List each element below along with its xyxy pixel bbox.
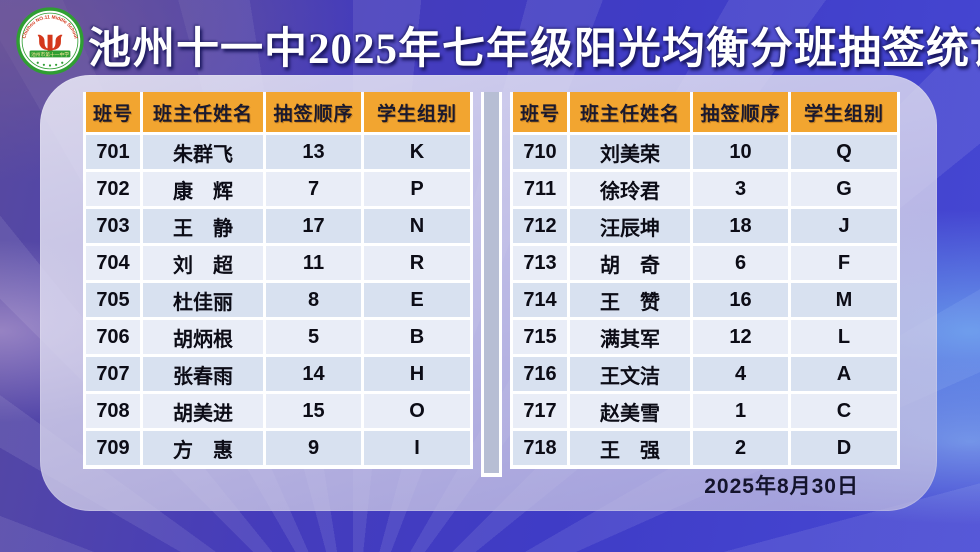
- cell-teacher: 赵美雪: [570, 394, 690, 428]
- cell-teacher: 王文洁: [570, 357, 690, 391]
- class-table-right: 班号 班主任姓名 抽签顺序 学生组别 710 刘美荣 10 Q 711 徐玲君 …: [510, 92, 900, 469]
- cell-order: 1: [693, 394, 788, 428]
- cell-group: N: [364, 209, 470, 243]
- logo-band: [29, 50, 71, 58]
- header-student-group: 学生组别: [791, 92, 897, 132]
- cell-teacher: 方 惠: [143, 431, 263, 465]
- cell-group: B: [364, 320, 470, 354]
- tables-area: 班号 班主任姓名 抽签顺序 学生组别 701 朱群飞 13 K 702 康 辉 …: [83, 92, 900, 477]
- cell-class-no: 715: [513, 320, 567, 354]
- cell-class-no: 705: [86, 283, 140, 317]
- cell-group: M: [791, 283, 897, 317]
- cell-teacher: 刘美荣: [570, 135, 690, 169]
- cell-order: 15: [266, 394, 361, 428]
- cell-order: 18: [693, 209, 788, 243]
- cell-teacher: 刘 超: [143, 246, 263, 280]
- school-logo: Chizhou NO.11 Middle School ψ 池州市第十一中学: [16, 7, 84, 75]
- cell-group: D: [791, 431, 897, 465]
- cell-teacher: 王 赞: [570, 283, 690, 317]
- cell-group: F: [791, 246, 897, 280]
- cell-class-no: 718: [513, 431, 567, 465]
- cell-group: P: [364, 172, 470, 206]
- cell-teacher: 张春雨: [143, 357, 263, 391]
- cell-teacher: 康 辉: [143, 172, 263, 206]
- cell-order: 9: [266, 431, 361, 465]
- cell-order: 6: [693, 246, 788, 280]
- cell-order: 4: [693, 357, 788, 391]
- cell-class-no: 710: [513, 135, 567, 169]
- cell-group: J: [791, 209, 897, 243]
- header-class-no: 班号: [513, 92, 567, 132]
- cell-order: 10: [693, 135, 788, 169]
- cell-group: R: [364, 246, 470, 280]
- cell-group: E: [364, 283, 470, 317]
- date-label: 2025年8月30日: [704, 475, 859, 498]
- cell-order: 5: [266, 320, 361, 354]
- cell-order: 2: [693, 431, 788, 465]
- cell-class-no: 707: [86, 357, 140, 391]
- cell-class-no: 708: [86, 394, 140, 428]
- cell-class-no: 702: [86, 172, 140, 206]
- content-panel: 班号 班主任姓名 抽签顺序 学生组别 701 朱群飞 13 K 702 康 辉 …: [40, 75, 937, 511]
- cell-class-no: 711: [513, 172, 567, 206]
- cell-group: I: [364, 431, 470, 465]
- logo-band-text: 池州市第十一中学: [31, 51, 69, 58]
- cell-class-no: 712: [513, 209, 567, 243]
- cell-teacher: 王 强: [570, 431, 690, 465]
- cell-teacher: 朱群飞: [143, 135, 263, 169]
- cell-order: 13: [266, 135, 361, 169]
- cell-class-no: 716: [513, 357, 567, 391]
- cell-order: 7: [266, 172, 361, 206]
- header-teacher-name: 班主任姓名: [143, 92, 263, 132]
- cell-class-no: 701: [86, 135, 140, 169]
- cell-group: C: [791, 394, 897, 428]
- cell-teacher: 胡炳根: [143, 320, 263, 354]
- cell-group: A: [791, 357, 897, 391]
- cell-group: K: [364, 135, 470, 169]
- header-teacher-name: 班主任姓名: [570, 92, 690, 132]
- cell-order: 3: [693, 172, 788, 206]
- cell-teacher: 胡美进: [143, 394, 263, 428]
- cell-group: G: [791, 172, 897, 206]
- cell-class-no: 714: [513, 283, 567, 317]
- header-student-group: 学生组别: [364, 92, 470, 132]
- cell-teacher: 汪辰坤: [570, 209, 690, 243]
- header-class-no: 班号: [86, 92, 140, 132]
- table-divider: [481, 92, 502, 477]
- cell-class-no: 717: [513, 394, 567, 428]
- cell-order: 11: [266, 246, 361, 280]
- cell-order: 17: [266, 209, 361, 243]
- cell-teacher: 满其军: [570, 320, 690, 354]
- cell-order: 14: [266, 357, 361, 391]
- cell-group: O: [364, 394, 470, 428]
- cell-order: 8: [266, 283, 361, 317]
- cell-order: 12: [693, 320, 788, 354]
- cell-teacher: 徐玲君: [570, 172, 690, 206]
- cell-teacher: 胡 奇: [570, 246, 690, 280]
- cell-teacher: 王 静: [143, 209, 263, 243]
- cell-class-no: 703: [86, 209, 140, 243]
- header-draw-order: 抽签顺序: [266, 92, 361, 132]
- cell-order: 16: [693, 283, 788, 317]
- cell-class-no: 704: [86, 246, 140, 280]
- cell-class-no: 706: [86, 320, 140, 354]
- cell-teacher: 杜佳丽: [143, 283, 263, 317]
- header-draw-order: 抽签顺序: [693, 92, 788, 132]
- cell-group: H: [364, 357, 470, 391]
- class-table-left: 班号 班主任姓名 抽签顺序 学生组别 701 朱群飞 13 K 702 康 辉 …: [83, 92, 473, 469]
- cell-class-no: 713: [513, 246, 567, 280]
- cell-group: L: [791, 320, 897, 354]
- cell-group: Q: [791, 135, 897, 169]
- cell-class-no: 709: [86, 431, 140, 465]
- page-title: 池州十一中2025年七年级阳光均衡分班抽签统计表: [88, 26, 980, 73]
